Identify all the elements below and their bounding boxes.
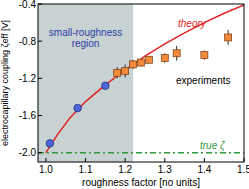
point	[130, 61, 137, 68]
region-label: small-roughnessregion	[49, 27, 122, 49]
x-tick	[244, 158, 245, 162]
plot-area	[38, 4, 244, 162]
x-tick-label: 1.5	[237, 164, 249, 175]
point	[145, 56, 152, 63]
y-tick-label: -0.8	[19, 36, 37, 47]
point	[114, 69, 121, 76]
x-tick	[204, 158, 205, 162]
point	[225, 34, 232, 41]
x-tick-label: 1.3	[158, 164, 172, 175]
y-tick-label: -0.4	[19, 0, 37, 10]
point	[122, 67, 129, 74]
series-label: experiments	[176, 75, 230, 86]
y-tick-label: -1.6	[19, 110, 37, 121]
reference-label: true ζ	[200, 140, 226, 152]
point	[201, 52, 208, 59]
y-tick-label: -2.0	[19, 147, 37, 158]
x-tick	[45, 158, 46, 162]
series-label: theory	[178, 18, 207, 29]
y-tick	[38, 115, 42, 116]
point	[173, 50, 180, 57]
x-tick-label: 1.1	[79, 164, 93, 175]
theory-line	[46, 5, 244, 153]
x-axis-label: roughness factor [no units]	[82, 177, 200, 188]
point	[138, 59, 145, 66]
reference-line	[38, 152, 244, 154]
y-tick	[38, 78, 42, 79]
point	[74, 104, 82, 112]
y-tick	[38, 152, 42, 153]
x-tick	[85, 158, 86, 162]
y-tick	[38, 4, 42, 5]
x-tick-label: 1.2	[118, 164, 132, 175]
x-tick-label: 1.4	[197, 164, 211, 175]
x-tick	[125, 158, 126, 162]
shaded-region	[38, 4, 133, 162]
frame	[38, 4, 244, 162]
point	[161, 54, 168, 61]
y-tick-label: -1.2	[19, 73, 37, 84]
point	[102, 82, 110, 90]
y-axis-label: electrocapillary coupling ζeff [V]	[0, 20, 10, 146]
y-tick	[38, 41, 42, 42]
point	[46, 140, 54, 148]
x-tick	[164, 158, 165, 162]
x-tick-label: 1.0	[39, 164, 53, 175]
chart: 1.0 1.1 1.2 1.3 1.4 1.5 -2.0 -1.6 -1.2 -0.8 -0.4 ro…	[0, 0, 249, 189]
